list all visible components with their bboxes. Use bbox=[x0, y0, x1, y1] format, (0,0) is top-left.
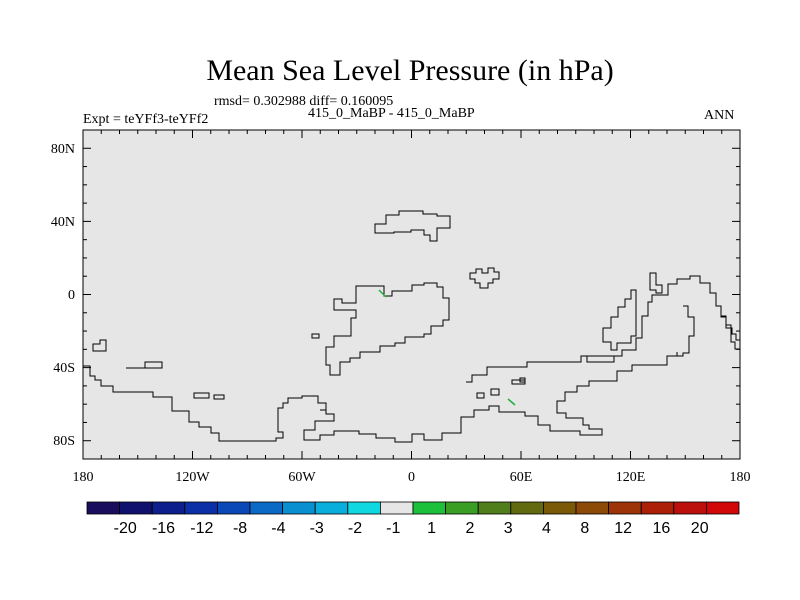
colorbar-swatch bbox=[86, 501, 120, 515]
y-tick-label: 80N bbox=[51, 142, 75, 157]
coastline-pacific-islands bbox=[649, 272, 663, 294]
colorbar-swatch bbox=[706, 501, 740, 515]
colorbar bbox=[86, 501, 740, 515]
season-label: ANN bbox=[704, 108, 735, 123]
coastline-south-africa bbox=[519, 377, 526, 383]
x-tick-label: 180 bbox=[730, 470, 751, 485]
x-axis-labels: 180 120W 60W 0 60E 120E 180 bbox=[73, 470, 751, 485]
colorbar-label: 3 bbox=[504, 520, 513, 537]
colorbar-label: -16 bbox=[152, 520, 175, 537]
y-tick-label: 40N bbox=[51, 215, 75, 230]
y-tick-label: 40S bbox=[53, 361, 75, 376]
colorbar-swatch bbox=[216, 501, 251, 515]
colorbar-label: -12 bbox=[190, 520, 213, 537]
coastline-small-island-west bbox=[311, 333, 320, 339]
coastline-coastal-east bbox=[677, 305, 695, 357]
chart-title: Mean Sea Level Pressure (in hPa) bbox=[206, 54, 614, 87]
colorbar-label: -8 bbox=[233, 520, 247, 537]
coastline-antarctica-west-small bbox=[92, 339, 107, 352]
expt-label: Expt = teYFf3-teYFf2 bbox=[83, 112, 209, 127]
colorbar-label: 2 bbox=[465, 520, 474, 537]
x-tick-label: 120W bbox=[175, 470, 210, 485]
colorbar-label: -2 bbox=[348, 520, 362, 537]
coastline-antarctica-islands bbox=[126, 361, 225, 400]
pressure-difference-contours bbox=[378, 289, 516, 406]
y-axis-labels: 80N 40N 0 40S 80S bbox=[51, 142, 75, 449]
colorbar-label: -3 bbox=[310, 520, 324, 537]
colorbar-swatch bbox=[412, 501, 446, 515]
x-tick-label: 60W bbox=[288, 470, 316, 485]
colorbar-swatch bbox=[510, 501, 544, 515]
contour-positive-indian-ocean bbox=[507, 398, 516, 406]
colorbar-swatch bbox=[445, 501, 479, 515]
colorbar-swatch bbox=[379, 501, 414, 515]
coastline-australia-main bbox=[466, 275, 740, 383]
coastline-south-america-tip bbox=[320, 409, 327, 414]
colorbar-swatch bbox=[608, 501, 642, 515]
coastline-islands-cluster bbox=[476, 379, 526, 399]
colorbar-label: -20 bbox=[114, 520, 137, 537]
colorbar-swatch bbox=[151, 501, 186, 515]
stats-line: rmsd= 0.302988 diff= 0.160095 bbox=[214, 94, 394, 109]
coastline-southeast-asia bbox=[602, 289, 637, 351]
x-tick-label: 180 bbox=[73, 470, 94, 485]
x-tick-label: 0 bbox=[408, 470, 415, 485]
coastline-southern-ocean-east bbox=[720, 306, 740, 341]
run-label: 415_0_MaBP - 415_0_MaBP bbox=[308, 106, 475, 121]
colorbar-swatch bbox=[184, 501, 218, 515]
colorbar-swatch bbox=[119, 501, 153, 515]
colorbar-swatch bbox=[673, 501, 707, 515]
x-tick-label: 120E bbox=[616, 470, 646, 485]
coastline-arabia bbox=[469, 267, 500, 289]
colorbar-label: -1 bbox=[386, 520, 400, 537]
coastline-group bbox=[83, 210, 740, 443]
coastline-island-small-east bbox=[586, 355, 615, 363]
colorbar-swatch bbox=[575, 501, 609, 515]
colorbar-swatch bbox=[640, 501, 675, 515]
y-tick-label: 0 bbox=[68, 288, 75, 303]
colorbar-label: 16 bbox=[653, 520, 671, 537]
colorbar-swatch bbox=[347, 501, 381, 515]
coastline-africa-west bbox=[325, 282, 450, 376]
x-tick-label: 60E bbox=[510, 470, 533, 485]
colorbar-swatch bbox=[249, 501, 283, 515]
colorbar-swatch bbox=[282, 501, 316, 515]
colorbar-label: 12 bbox=[614, 520, 632, 537]
colorbar-label: 4 bbox=[542, 520, 551, 537]
contour-positive-africa bbox=[378, 289, 387, 298]
colorbar-swatch bbox=[314, 501, 349, 515]
coastline-antarctica bbox=[83, 352, 678, 443]
colorbar-swatch bbox=[477, 501, 512, 515]
colorbar-labels: -20 -16 -12 -8 -4 -3 -2 -1 1 2 3 4 8 12 … bbox=[114, 520, 709, 537]
y-tick-label: 80S bbox=[53, 434, 75, 449]
colorbar-label: 20 bbox=[691, 520, 709, 537]
colorbar-label: -4 bbox=[271, 520, 285, 537]
map-plot-area bbox=[83, 130, 740, 459]
colorbar-label: 8 bbox=[580, 520, 589, 537]
axis-ticks bbox=[82, 129, 741, 460]
colorbar-label: 1 bbox=[427, 520, 436, 537]
colorbar-swatch bbox=[543, 501, 577, 515]
coastline-asia-north bbox=[374, 210, 451, 242]
